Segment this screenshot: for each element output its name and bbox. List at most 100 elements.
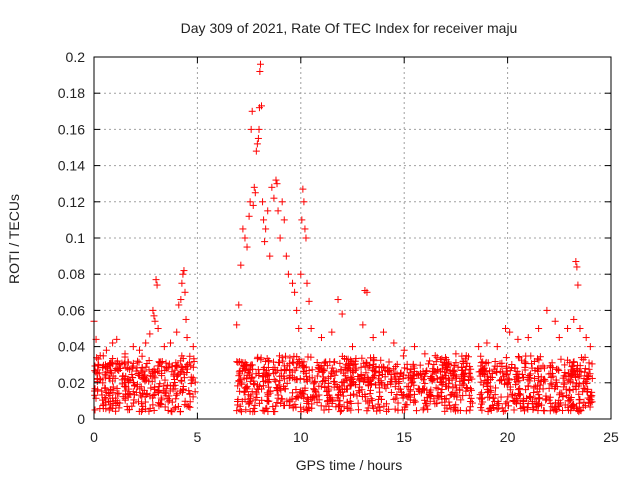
data-point [347,391,355,399]
data-point [330,358,338,366]
data-point [145,357,153,365]
data-point [317,334,325,342]
data-point [457,396,465,404]
data-point [290,374,298,382]
data-point [515,391,523,399]
data-point [560,383,568,391]
data-point [508,391,516,399]
data-point [339,392,347,400]
data-point [334,296,342,304]
data-point [271,364,279,372]
data-point [337,367,345,375]
data-point [172,359,180,367]
data-point [452,350,460,358]
data-point [262,405,270,413]
data-point [309,393,317,401]
data-point [168,398,176,406]
data-point [584,372,592,380]
data-point [459,376,467,384]
y-tick-label: 0.06 [58,302,85,318]
data-point [96,352,104,360]
data-point [493,368,501,376]
data-point [498,376,506,384]
data-point [164,364,172,372]
data-point [407,366,415,374]
data-point [563,391,571,399]
data-point [185,403,193,411]
data-point [466,363,474,371]
data-point [173,328,181,336]
data-point [151,317,159,325]
data-point [125,377,133,385]
data-point [551,317,559,325]
data-point [172,391,180,399]
data-point [274,207,282,215]
data-point [250,183,258,191]
data-point [272,377,280,385]
data-point [484,387,492,395]
data-point [462,352,470,360]
data-point [397,388,405,396]
data-point [145,407,153,415]
data-point [406,387,414,395]
data-point [100,400,108,408]
data-point [246,407,254,415]
data-point [260,216,268,224]
data-point [134,398,142,406]
data-point [288,395,296,403]
data-point [313,372,321,380]
data-point [343,398,351,406]
data-point [561,361,569,369]
data-point [187,380,195,388]
data-point [322,358,330,366]
data-point [102,405,110,413]
data-point [539,385,547,393]
data-point [186,352,194,360]
data-point [273,399,281,407]
data-point [183,334,191,342]
data-point [185,359,193,367]
data-point [524,399,532,407]
data-point [570,315,578,323]
data-point [405,372,413,380]
data-point [362,358,370,366]
data-point [99,396,107,404]
data-point [162,392,170,400]
data-point [257,354,265,362]
data-point [185,387,193,395]
data-point [483,383,491,391]
data-point [245,366,253,374]
data-point [362,369,370,377]
data-point [503,371,511,379]
data-point [454,406,462,414]
data-point [118,359,126,367]
data-point [302,372,310,380]
data-point [410,390,418,398]
data-point [456,386,464,394]
data-point [115,364,123,372]
data-point [91,406,99,414]
data-point [260,363,268,371]
data-point [514,386,522,394]
data-point [251,189,259,197]
x-axis-label: GPS time / hours [296,457,403,473]
data-point [155,402,163,410]
data-point [340,378,348,386]
data-point [426,357,434,365]
data-point [446,391,454,399]
data-point [361,362,369,370]
data-point [286,366,294,374]
data-point [424,360,432,368]
data-point [292,375,300,383]
data-point [582,334,590,342]
data-point [579,356,587,364]
data-point [517,405,525,413]
data-point [128,373,136,381]
data-point [261,238,269,246]
data-point [243,243,251,251]
data-point [587,399,595,407]
data-point [559,393,567,401]
data-point [442,382,450,390]
data-point [91,362,99,370]
data-point [343,404,351,412]
